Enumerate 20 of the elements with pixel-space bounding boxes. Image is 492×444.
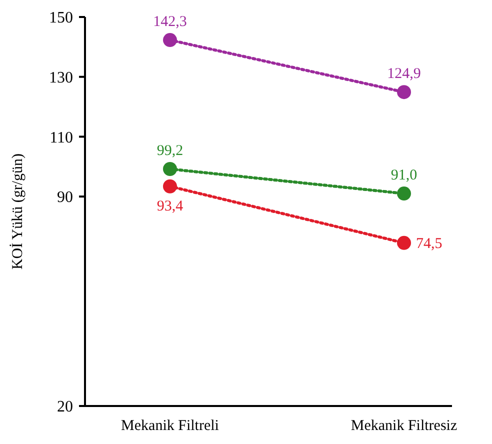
x-tick-label: Mekanik Filtresiz: [350, 418, 458, 434]
data-label: 93,4: [156, 198, 184, 214]
data-label: 91,0: [390, 168, 418, 184]
point: [397, 236, 411, 250]
data-label: 74,5: [416, 236, 442, 252]
data-label: 99,2: [156, 143, 184, 160]
x-tick-label: Mekanik Filtreli: [121, 418, 219, 434]
point: [397, 85, 411, 100]
y-tick-label: 110: [50, 129, 73, 146]
data-label: 142,3: [153, 14, 187, 30]
y-tick-label: 20: [57, 398, 73, 416]
point: [163, 33, 177, 48]
y-tick-label: 90: [57, 189, 73, 206]
y-tick-label: 130: [49, 69, 73, 86]
data-label: 124,9: [387, 66, 421, 82]
point: [163, 179, 177, 194]
y-axis-title: KOİ Yükü (gr/gün): [9, 153, 26, 270]
point: [163, 162, 177, 176]
point: [397, 186, 411, 201]
y-tick-label: 150: [49, 10, 73, 27]
